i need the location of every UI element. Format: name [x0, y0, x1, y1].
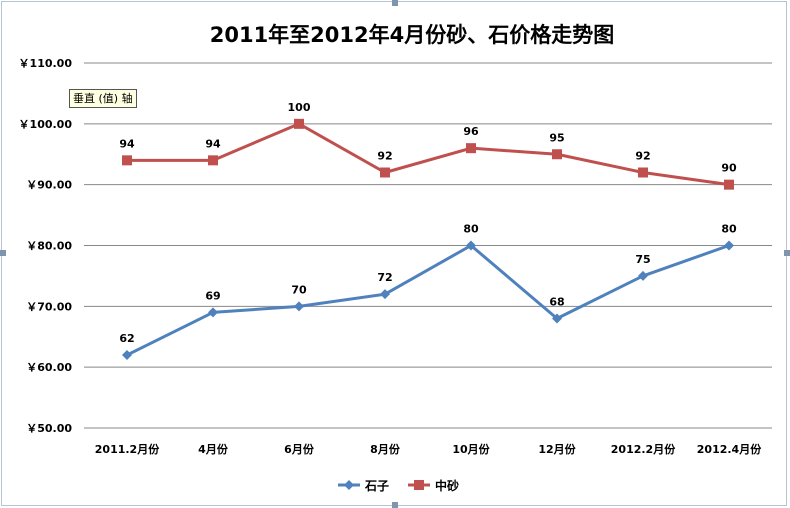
data-label: 80: [463, 223, 479, 236]
axis-tooltip: 垂直 (值) 轴: [69, 89, 137, 108]
x-tick-label: 6月份: [284, 442, 315, 456]
resize-handle-bottom[interactable]: [392, 502, 398, 508]
series-line-1[interactable]: [127, 122, 730, 187]
series-line-0[interactable]: [126, 244, 730, 357]
data-label: 90: [721, 162, 737, 175]
y-tick-label: ￥70.00: [26, 300, 72, 313]
data-point[interactable]: [638, 167, 648, 178]
y-tick-label: ￥90.00: [26, 179, 72, 192]
y-tick-label: ￥100.00: [19, 118, 73, 131]
series-group[interactable]: 62 69 70 72 80 68 75 80 94 94 100 92 96 95 92 90: [119, 101, 737, 360]
x-tick-label: 2012.2月份: [611, 442, 676, 456]
data-point[interactable]: [380, 167, 390, 178]
x-tick-label: 2012.4月份: [697, 442, 762, 456]
data-point[interactable]: [380, 289, 390, 300]
chart-title: 2011年至2012年4月份砂、石价格走势图: [210, 23, 615, 47]
y-tick-label: ￥50.00: [26, 422, 72, 435]
x-tick-label: 12月份: [538, 442, 576, 456]
x-tick-label: 4月份: [198, 442, 229, 456]
data-label: 75: [635, 253, 650, 266]
data-point[interactable]: [552, 149, 562, 160]
x-tick-label: 8月份: [370, 442, 401, 456]
data-label: 100: [288, 101, 311, 114]
data-label: 95: [549, 131, 564, 144]
data-point[interactable]: [294, 301, 304, 312]
data-label: 72: [377, 271, 392, 284]
data-label: 68: [549, 296, 564, 309]
data-label: 96: [463, 125, 479, 138]
data-label: 92: [377, 150, 392, 163]
x-tick-label: 2011.2月份: [95, 442, 160, 456]
legend-marker: [344, 480, 354, 490]
data-point[interactable]: [724, 179, 734, 190]
resize-handle-right[interactable]: [784, 250, 790, 256]
y-axis-labels[interactable]: ￥50.00 ￥60.00 ￥70.00 ￥80.00 ￥90.00 ￥100.00 ￥11…: [19, 57, 73, 435]
data-point[interactable]: [466, 143, 476, 154]
data-point[interactable]: [294, 118, 304, 129]
x-axis-labels[interactable]: 2011.2月份 4月份 6月份 8月份 10月份 12月份 2012.2月份 2012.4月…: [95, 442, 762, 456]
data-label: 80: [721, 223, 737, 236]
data-label: 94: [205, 137, 221, 150]
data-point[interactable]: [724, 240, 734, 251]
resize-handle-top[interactable]: [392, 0, 398, 6]
y-tick-label: ￥80.00: [26, 240, 72, 253]
x-tick-label: 10月份: [452, 442, 490, 456]
y-tick-label: ￥60.00: [26, 361, 72, 374]
data-label: 62: [119, 332, 134, 345]
data-label: 92: [635, 150, 650, 163]
legend[interactable]: 石子 中砂: [338, 478, 459, 493]
data-label: 70: [291, 283, 307, 296]
data-point[interactable]: [552, 313, 562, 324]
legend-label: 石子: [364, 479, 389, 493]
data-point[interactable]: [208, 307, 218, 318]
legend-label: 中砂: [435, 478, 459, 493]
data-point[interactable]: [466, 240, 476, 251]
data-label: 94: [119, 137, 135, 150]
gridlines: [84, 62, 772, 429]
y-tick-label: ￥110.00: [19, 57, 73, 70]
data-label: 69: [205, 289, 220, 302]
data-point[interactable]: [122, 350, 132, 360]
legend-marker: [414, 480, 424, 490]
data-point[interactable]: [208, 155, 218, 166]
data-point[interactable]: [638, 270, 648, 281]
resize-handle-left[interactable]: [0, 250, 6, 256]
data-point[interactable]: [122, 155, 132, 166]
